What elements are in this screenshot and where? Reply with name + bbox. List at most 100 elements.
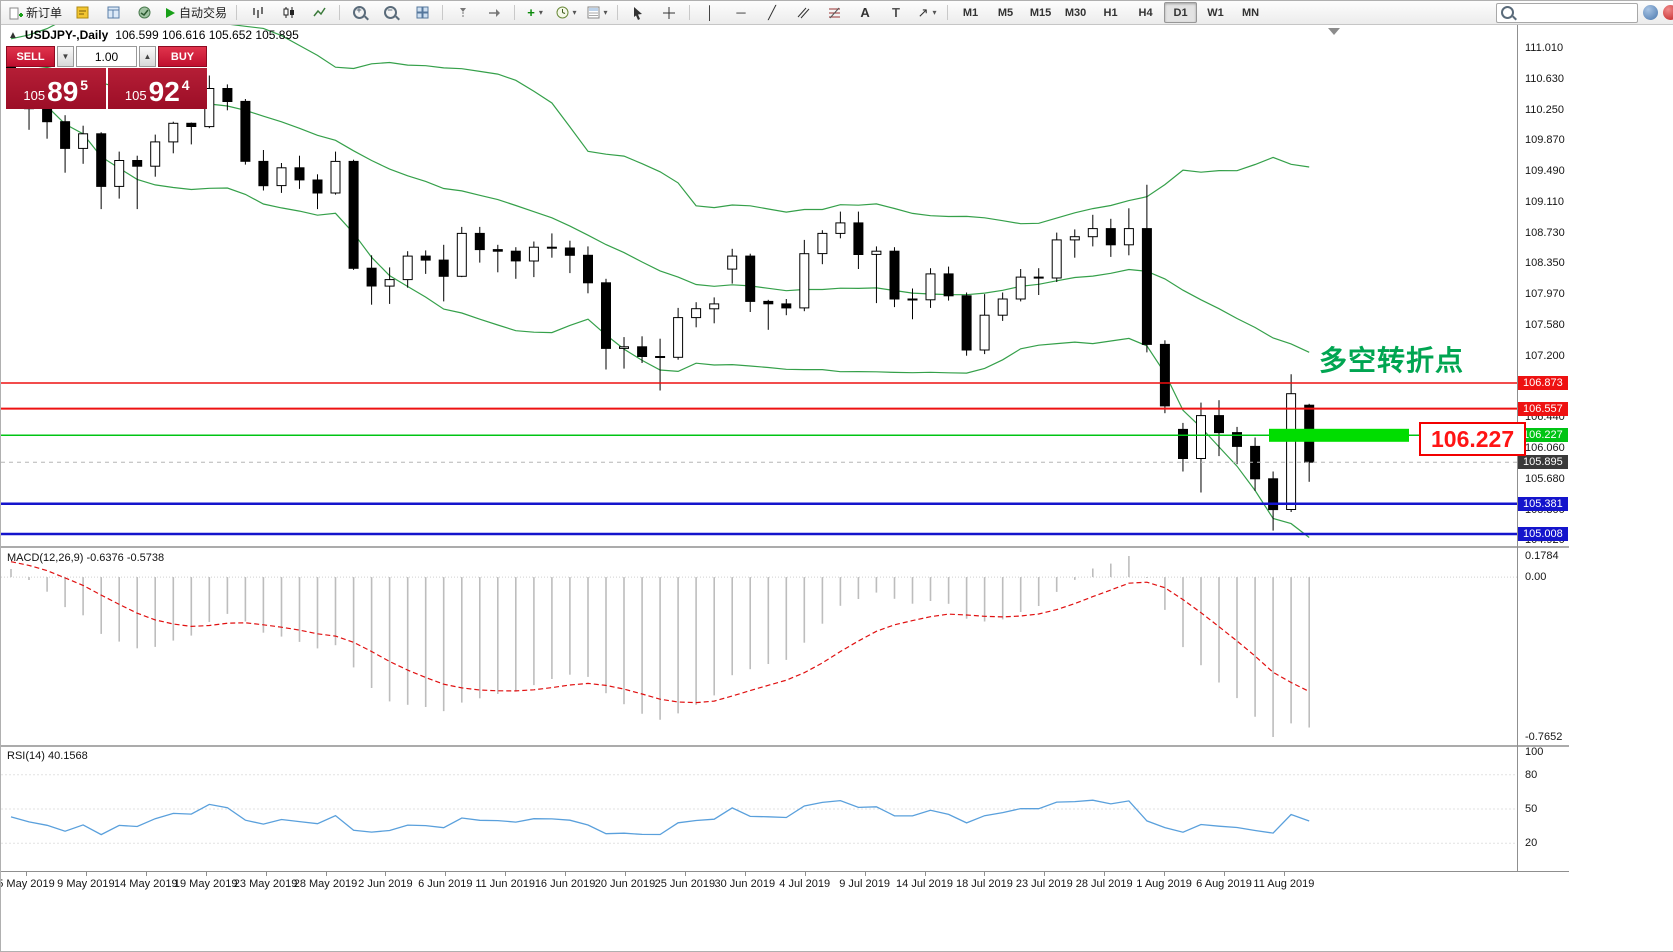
crosshair-button[interactable] — [654, 2, 684, 24]
sell-price-display[interactable]: 105 89 5 — [6, 68, 106, 109]
macd-pane[interactable] — [1, 548, 1517, 745]
date-label: 20 Jun 2019 — [594, 878, 656, 890]
indicators-icon: + — [527, 5, 535, 20]
price-axis-label: 106.060 — [1525, 442, 1565, 454]
zoom-in-button[interactable]: + — [345, 2, 375, 24]
pane-splitter[interactable] — [1, 546, 1569, 548]
one-click-collapse-arrow[interactable]: ▲ — [8, 29, 18, 41]
rsi-scale-label: 20 — [1525, 837, 1538, 850]
date-tick — [1044, 872, 1046, 876]
date-label: 16 Jun 2019 — [534, 878, 596, 890]
label-tool-button[interactable]: T — [881, 2, 911, 24]
date-label: 11 Aug 2019 — [1253, 878, 1315, 890]
price-axis-label: 109.490 — [1525, 165, 1565, 178]
label-icon: T — [892, 5, 900, 20]
candlestick-chart-type-button[interactable] — [273, 2, 303, 24]
date-tick — [565, 872, 567, 876]
date-label: 5 May 2019 — [0, 878, 55, 890]
rsi-scale-label: 80 — [1525, 768, 1538, 781]
text-tool-button[interactable]: A — [850, 2, 880, 24]
chart-header: ▲ USDJPY-,Daily 106.599 106.616 105.652 … — [8, 28, 299, 42]
price-axis[interactable]: 111.010 110.630 110.250 109.870 109.490 109.1… — [1518, 1, 1569, 881]
timeframe-button-m15[interactable]: M15 — [1029, 6, 1052, 19]
chevron-down-icon: ▾ — [538, 7, 543, 17]
timeframe-button-m1[interactable]: M1 — [962, 6, 979, 19]
date-label: 6 Aug 2019 — [1196, 878, 1252, 890]
auto-scroll-button[interactable] — [479, 2, 509, 24]
buy-price-display[interactable]: 105 92 4 — [107, 68, 207, 109]
price-axis-label: 105.680 — [1525, 472, 1565, 485]
timeframe-button-m30[interactable]: M30 — [1064, 6, 1087, 19]
volume-input[interactable] — [76, 46, 137, 67]
date-tick — [804, 872, 806, 876]
chevron-down-icon: ▾ — [572, 7, 577, 17]
date-tick — [505, 872, 507, 876]
price-level-tag: 105.381 — [1518, 496, 1568, 511]
channel-tool-button[interactable] — [788, 2, 818, 24]
date-tick — [385, 872, 387, 876]
notifications-icon[interactable] — [1663, 5, 1673, 20]
date-label: 11 Jun 2019 — [475, 878, 536, 890]
volume-decrease-button[interactable]: ▼ — [57, 46, 74, 67]
timeframe-button-w1[interactable]: W1 — [1207, 6, 1224, 19]
horizontal-line-icon: ─ — [736, 5, 746, 20]
search-box — [1496, 2, 1638, 23]
rsi-scale-label: 50 — [1525, 803, 1538, 815]
date-label: 1 Aug 2019 — [1136, 878, 1192, 890]
timeframe-button-h4[interactable]: H4 — [1138, 6, 1153, 19]
new-order-button[interactable]: 新订单 — [5, 2, 66, 24]
trade-panel-controls: SELL ▼ ▲ BUY — [6, 46, 207, 67]
date-axis[interactable]: 5 May 2019 9 May 2019 14 May 2019 19 May 20… — [1, 871, 1569, 951]
bar-chart-type-button[interactable] — [242, 2, 272, 24]
date-tick — [1224, 872, 1225, 876]
timeframe-button-m5[interactable]: M5 — [997, 6, 1014, 19]
metaeditor-button[interactable] — [67, 2, 97, 24]
search-input[interactable] — [1520, 5, 1633, 20]
toolbar-separator — [947, 5, 949, 20]
price-axis-label: 108.730 — [1525, 226, 1565, 239]
zoom-out-button[interactable]: − — [376, 2, 406, 24]
current-price-tag: 105.895 — [1518, 455, 1568, 470]
price-level-callout[interactable]: 106.227 — [1419, 422, 1527, 456]
toolbar-separator — [236, 5, 238, 20]
date-label: 23 May 2019 — [233, 878, 298, 890]
buy-button[interactable]: BUY — [158, 46, 207, 67]
date-label: 9 May 2019 — [57, 878, 115, 890]
tile-windows-button[interactable] — [407, 2, 437, 24]
fibonacci-tool-button[interactable] — [819, 2, 849, 24]
zoom-in-icon: + — [352, 5, 366, 19]
macd-indicator-label: MACD(12,26,9) -0.6376 -0.5738 — [7, 552, 165, 564]
date-label: 28 Jul 2019 — [1075, 878, 1133, 890]
trendline-tool-button[interactable]: ╱ — [757, 2, 787, 24]
rsi-pane[interactable] — [1, 747, 1517, 871]
new-order-label: 新订单 — [26, 6, 63, 20]
community-icon[interactable] — [1643, 5, 1658, 20]
line-chart-type-button[interactable] — [304, 2, 334, 24]
autotrading-button[interactable]: 自动交易 — [160, 2, 231, 24]
main-price-chart[interactable] — [1, 24, 1517, 547]
price-axis-label: 108.350 — [1525, 257, 1565, 270]
date-tick — [26, 872, 27, 876]
timeframe-button-mn[interactable]: MN — [1241, 6, 1260, 19]
trend-annotation[interactable]: 多空转折点 — [1319, 345, 1465, 376]
date-tick — [984, 872, 986, 876]
auto-scroll-icon — [488, 9, 500, 17]
chart-shift-button[interactable] — [448, 2, 478, 24]
timeframe-button-d1[interactable]: D1 — [1164, 2, 1198, 23]
horizontal-line-tool-button[interactable]: ─ — [726, 2, 756, 24]
vertical-line-tool-button[interactable]: │ — [695, 2, 725, 24]
timeframe-button-h1[interactable]: H1 — [1103, 6, 1118, 19]
pane-splitter[interactable] — [1, 745, 1569, 747]
indicators-button[interactable]: + ▾ — [520, 2, 550, 24]
chart-shift-icon — [459, 8, 466, 18]
sell-button[interactable]: SELL — [6, 46, 55, 67]
periods-button[interactable]: ▾ — [551, 2, 581, 24]
terminal-button[interactable] — [129, 2, 159, 24]
search-icon — [1501, 6, 1514, 19]
templates-button[interactable]: ▾ — [582, 2, 612, 24]
market-watch-button[interactable] — [98, 2, 128, 24]
volume-increase-button[interactable]: ▲ — [139, 46, 156, 67]
date-label: 6 Jun 2019 — [418, 878, 473, 890]
cursor-button[interactable] — [623, 2, 653, 24]
arrows-tool-button[interactable]: ↗ ▾ — [912, 2, 942, 24]
